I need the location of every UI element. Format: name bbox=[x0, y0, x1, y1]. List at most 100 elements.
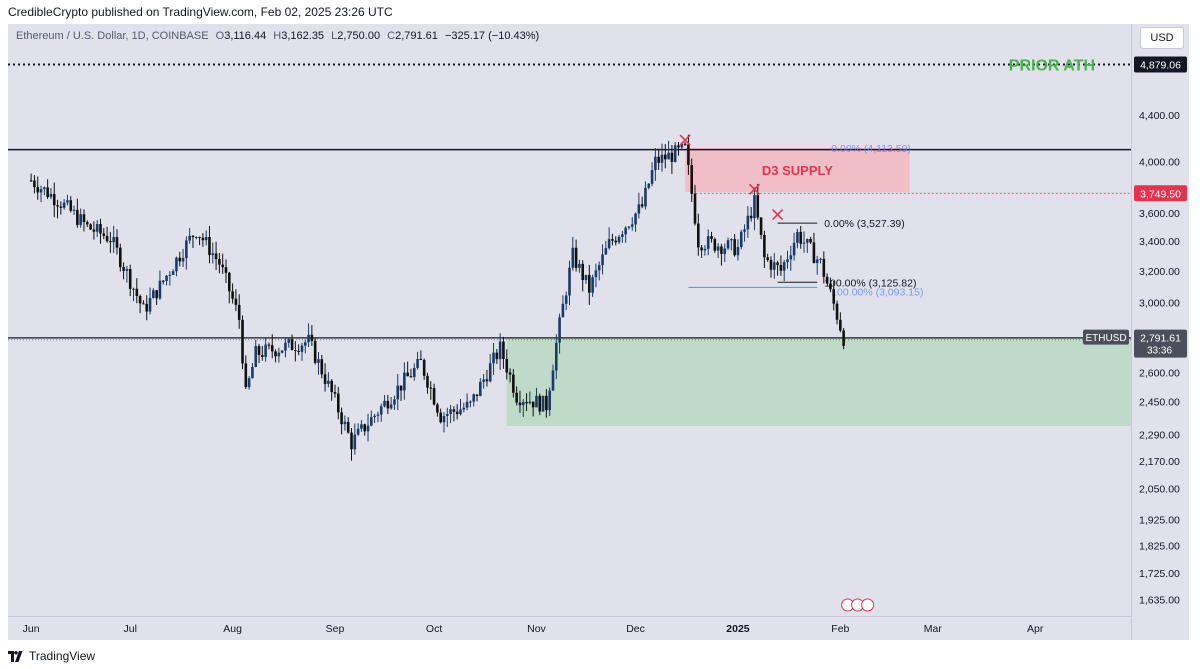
candle-body bbox=[806, 238, 809, 243]
candle-body bbox=[389, 404, 393, 409]
candle-body bbox=[835, 303, 839, 320]
candle-body bbox=[188, 235, 191, 241]
candle-body bbox=[568, 267, 571, 296]
candle-body bbox=[660, 154, 664, 163]
time-axis[interactable] bbox=[8, 616, 1131, 640]
candle-body bbox=[502, 341, 505, 360]
last-price-label: 2,791.61 bbox=[1140, 333, 1181, 345]
candle-body bbox=[634, 213, 637, 225]
candle-body bbox=[49, 193, 53, 198]
candle-body bbox=[614, 240, 618, 243]
candle-body bbox=[261, 355, 264, 357]
price-tick-label: 4,400.00 bbox=[1139, 110, 1180, 122]
candle-body bbox=[148, 298, 152, 312]
price-tick-label: 2,170.00 bbox=[1139, 456, 1180, 468]
candle-body bbox=[455, 411, 459, 415]
time-tick-label: Apr bbox=[1027, 623, 1044, 635]
candle-body bbox=[759, 217, 763, 235]
time-tick-label: Sep bbox=[326, 623, 345, 635]
time-tick-label: Jul bbox=[123, 623, 136, 635]
candle-body bbox=[99, 224, 102, 234]
candle-body bbox=[135, 288, 139, 296]
candle-body bbox=[442, 415, 446, 423]
change-value: −325.17 (−10.43%) bbox=[444, 30, 540, 42]
candle-body bbox=[383, 400, 386, 407]
candle-body bbox=[554, 342, 558, 371]
candle-body bbox=[102, 233, 106, 236]
candle-body bbox=[214, 253, 218, 260]
candle-body bbox=[264, 344, 267, 357]
candle-body bbox=[373, 415, 376, 418]
close-key: C bbox=[387, 30, 396, 42]
candle-body bbox=[152, 290, 155, 299]
time-tick-label: Nov bbox=[527, 623, 546, 635]
candle-body bbox=[693, 193, 697, 224]
candle-body bbox=[472, 394, 476, 402]
candle-body bbox=[630, 224, 634, 227]
candle-body bbox=[399, 385, 403, 391]
candle-body bbox=[208, 236, 211, 256]
candle-body bbox=[79, 214, 82, 225]
candle-body bbox=[46, 187, 49, 198]
candle-body bbox=[426, 375, 429, 388]
candle-body bbox=[492, 352, 495, 364]
candle-body bbox=[538, 395, 542, 412]
candle-body bbox=[353, 434, 357, 450]
candle-body bbox=[422, 359, 426, 376]
price-tick-label: 3,400.00 bbox=[1139, 236, 1180, 248]
candle-body bbox=[89, 224, 92, 230]
candle-body bbox=[168, 274, 172, 276]
candle-body bbox=[343, 421, 347, 425]
candle-body bbox=[743, 229, 746, 232]
candle-body bbox=[469, 401, 472, 403]
candle-body bbox=[234, 298, 238, 305]
candle-body bbox=[723, 248, 727, 254]
candle-body bbox=[145, 303, 149, 312]
candle-body bbox=[161, 280, 165, 282]
candle-body bbox=[839, 319, 842, 331]
chart-area[interactable]: D3 SUPPLY PRIOR ATH 0.00% (3,527.39) 100.00… bbox=[8, 24, 1189, 640]
candle-body bbox=[376, 414, 380, 416]
price-tick-label: 2,050.00 bbox=[1139, 484, 1180, 496]
fib-bottom-black-label: 100.00% (3,125.82) bbox=[824, 277, 916, 289]
candle-body bbox=[181, 258, 185, 262]
symbol-price-tag bbox=[1083, 329, 1129, 345]
supply-zone bbox=[685, 148, 910, 192]
candle-body bbox=[584, 274, 588, 281]
candle-body bbox=[703, 248, 707, 251]
candle-body bbox=[617, 236, 621, 243]
candle-body bbox=[789, 255, 793, 260]
candle-body bbox=[644, 187, 647, 207]
candle-body bbox=[409, 376, 413, 378]
time-tick-label: Aug bbox=[223, 623, 242, 635]
candle-body bbox=[548, 390, 551, 411]
candle-body bbox=[247, 378, 251, 388]
candle-body bbox=[786, 259, 789, 263]
candle-body bbox=[125, 269, 129, 271]
candle-body bbox=[812, 242, 816, 264]
candle-body bbox=[657, 156, 660, 163]
candle-body bbox=[690, 165, 694, 194]
candle-body bbox=[498, 341, 502, 360]
candle-body bbox=[194, 236, 198, 238]
bar-countdown-label: 33:36 bbox=[1147, 346, 1172, 357]
candle-body bbox=[515, 392, 518, 403]
candle-body bbox=[109, 241, 112, 243]
candle-body bbox=[231, 291, 234, 299]
candle-body bbox=[122, 267, 125, 271]
fib-top-black-label: 0.00% (3,527.39) bbox=[824, 218, 905, 230]
price-tick-label: 2,600.00 bbox=[1139, 367, 1180, 379]
candle-body bbox=[512, 374, 515, 393]
candle-body bbox=[508, 372, 512, 375]
candle-body bbox=[663, 154, 667, 160]
candle-body bbox=[726, 240, 730, 249]
candle-body bbox=[284, 342, 287, 351]
candle-body bbox=[257, 346, 261, 356]
candle-body bbox=[819, 258, 822, 260]
currency-selector[interactable]: USD bbox=[1140, 27, 1184, 49]
candle-body bbox=[574, 247, 578, 268]
candle-body bbox=[654, 156, 657, 171]
candle-body bbox=[604, 248, 608, 255]
candle-body bbox=[327, 380, 330, 384]
candle-body bbox=[558, 317, 561, 343]
